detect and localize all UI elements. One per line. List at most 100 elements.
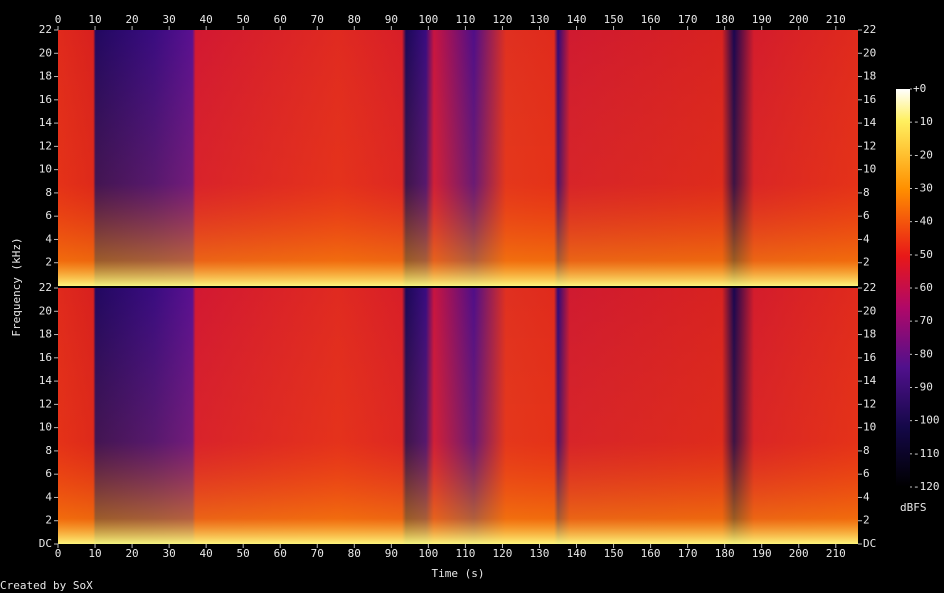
y-tick-label: 6 [45, 467, 52, 480]
y-tick-label: 4 [863, 490, 870, 503]
x-tick-label: 160 [641, 13, 661, 26]
x-tick-label: 150 [604, 547, 624, 560]
x-tick-label: 180 [715, 13, 735, 26]
y-tick-label: 20 [39, 304, 52, 317]
colorbar-tick-label: -50 [913, 248, 933, 261]
colorbar-tick-label: -60 [913, 281, 933, 294]
x-tick-label: 190 [752, 13, 772, 26]
colorbar-label: dBFS [900, 501, 927, 514]
x-tick-label: 200 [789, 13, 809, 26]
y-axis-label: Frequency (kHz) [10, 237, 23, 336]
y-tick-label: 2 [863, 256, 870, 269]
x-tick-label: 20 [125, 13, 138, 26]
y-tick-label: 12 [39, 139, 52, 152]
y-tick-label: 18 [39, 328, 52, 341]
x-tick-label: 190 [752, 547, 772, 560]
y-tick-label: 6 [45, 209, 52, 222]
x-tick-label: 100 [418, 547, 438, 560]
colorbar-tick-label: -30 [913, 182, 933, 195]
y-tick-label: 4 [863, 232, 870, 245]
x-tick-label: 70 [311, 547, 324, 560]
y-tick-label: 16 [863, 93, 876, 106]
colorbar-tick-label: +0 [913, 82, 926, 95]
y-tick-label: 4 [45, 232, 52, 245]
colorbar-tick-label: -100 [913, 414, 940, 427]
y-tick-label: 8 [863, 186, 870, 199]
y-tick-label: 18 [863, 70, 876, 83]
x-tick-label: 130 [530, 547, 550, 560]
y-tick-label: 22 [39, 23, 52, 36]
x-tick-label: 0 [55, 547, 62, 560]
x-tick-label: 140 [567, 13, 587, 26]
spectrogram-overlay [58, 30, 858, 286]
y-tick-label: 10 [863, 421, 876, 434]
x-tick-label: 140 [567, 547, 587, 560]
colorbar-tick-label: -40 [913, 215, 933, 228]
y-tick-label: 20 [39, 46, 52, 59]
colorbar-tick-label: -90 [913, 381, 933, 394]
colorbar-tick-label: -70 [913, 314, 933, 327]
y-tick-label: 14 [39, 374, 53, 387]
y-tick-label: DC [863, 537, 876, 550]
x-tick-label: 90 [385, 13, 398, 26]
y-tick-label: 22 [863, 23, 876, 36]
y-tick-label: 16 [39, 93, 52, 106]
x-tick-label: 10 [88, 13, 101, 26]
x-tick-label: 30 [162, 547, 175, 560]
x-tick-label: 60 [274, 13, 287, 26]
x-tick-label: 130 [530, 13, 550, 26]
colorbar-tick-label: -10 [913, 115, 933, 128]
y-tick-label: 4 [45, 490, 52, 503]
x-tick-label: 180 [715, 547, 735, 560]
colorbar [896, 89, 910, 487]
y-tick-label: 12 [39, 397, 52, 410]
x-axis-label: Time (s) [432, 567, 485, 580]
x-tick-label: 120 [493, 547, 513, 560]
y-tick-label: 20 [863, 46, 876, 59]
y-tick-label: 14 [863, 374, 877, 387]
spectrogram-channel [58, 288, 858, 544]
x-tick-label: 170 [678, 547, 698, 560]
x-tick-label: 50 [237, 13, 250, 26]
x-tick-label: 120 [493, 13, 513, 26]
y-tick-label: 6 [863, 467, 870, 480]
y-tick-label: 18 [39, 70, 52, 83]
spectrogram-overlay [58, 288, 858, 544]
colorbar-tick-label: -110 [913, 447, 940, 460]
spectrogram-channel [58, 30, 858, 286]
y-tick-label: 14 [39, 116, 53, 129]
y-tick-label: 22 [863, 281, 876, 294]
y-tick-label: 10 [863, 163, 876, 176]
y-tick-label: 14 [863, 116, 877, 129]
y-tick-label: 2 [45, 514, 52, 527]
x-tick-label: 110 [455, 547, 475, 560]
y-tick-label: 10 [39, 421, 52, 434]
y-tick-label: 2 [45, 256, 52, 269]
y-tick-label: 22 [39, 281, 52, 294]
x-tick-label: 170 [678, 13, 698, 26]
colorbar-tick-label: -120 [913, 480, 940, 493]
y-tick-label: DC [39, 537, 52, 550]
x-tick-label: 60 [274, 547, 287, 560]
colorbar-tick-label: -20 [913, 148, 933, 161]
x-tick-label: 210 [826, 547, 846, 560]
x-tick-label: 150 [604, 13, 624, 26]
y-tick-label: 8 [45, 186, 52, 199]
y-tick-label: 12 [863, 139, 876, 152]
x-tick-label: 30 [162, 13, 175, 26]
colorbar-tick-label: -80 [913, 347, 933, 360]
x-tick-label: 0 [55, 13, 62, 26]
y-tick-label: 6 [863, 209, 870, 222]
x-tick-label: 70 [311, 13, 324, 26]
y-tick-label: 12 [863, 397, 876, 410]
x-tick-label: 80 [348, 13, 361, 26]
y-tick-label: 18 [863, 328, 876, 341]
x-tick-label: 160 [641, 547, 661, 560]
y-tick-label: 8 [863, 444, 870, 457]
y-tick-label: 20 [863, 304, 876, 317]
y-tick-label: 16 [863, 351, 876, 364]
x-tick-label: 40 [200, 547, 213, 560]
x-tick-label: 100 [418, 13, 438, 26]
